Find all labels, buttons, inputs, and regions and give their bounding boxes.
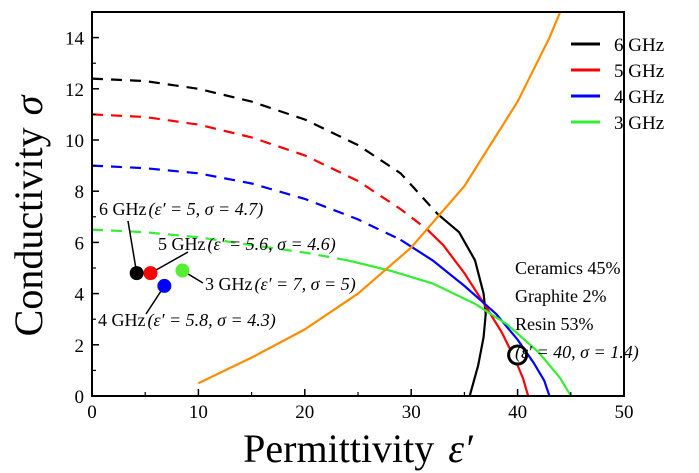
x-tick-label-30: 30 bbox=[402, 402, 421, 423]
legend-label-3-ghz: 3 GHz bbox=[614, 113, 664, 134]
composition-line-1: Ceramics 45% bbox=[515, 258, 620, 278]
point-3-ghz bbox=[175, 263, 190, 278]
composition-line-2: Graphite 2% bbox=[515, 286, 606, 306]
legend-label-4-ghz: 4 GHz bbox=[614, 87, 664, 108]
x-axis-title: Permittivity ε′ bbox=[243, 426, 474, 471]
curves-layer bbox=[91, 11, 572, 397]
y-tick-label-14: 14 bbox=[65, 29, 85, 50]
y-axis-ticks: 0 2 4 6 8 10 12 14 bbox=[65, 29, 99, 408]
point-5-ghz bbox=[143, 266, 158, 281]
series-curve-5-solid bbox=[197, 11, 562, 385]
series-3-ghz-dashed bbox=[91, 228, 348, 262]
x-axis-ticks: 0 10 20 30 40 50 bbox=[87, 389, 634, 423]
annotation-4ghz: 4 GHz (ε′ = 5.8, σ = 4.3) bbox=[98, 310, 276, 331]
y-tick-label-12: 12 bbox=[65, 80, 84, 101]
point-composite bbox=[507, 344, 529, 366]
series-4-ghz-solid bbox=[400, 238, 551, 397]
x-tick-label-20: 20 bbox=[295, 402, 314, 423]
series-5-ghz-solid bbox=[426, 228, 530, 397]
y-tick-label-2: 2 bbox=[75, 336, 85, 357]
series-3-ghz-solid bbox=[347, 259, 572, 397]
y-axis-title: Conductivityσ bbox=[6, 94, 51, 336]
series-5-ghz-dashed bbox=[91, 113, 428, 231]
annotation-3ghz: 3 GHz (ε′ = 7, σ = 5) bbox=[205, 274, 356, 295]
y-tick-label-4: 4 bbox=[75, 285, 85, 306]
points-layer bbox=[129, 263, 529, 366]
series-6-ghz-dashed bbox=[91, 77, 439, 215]
y-tick-label-8: 8 bbox=[75, 182, 85, 203]
legend-label-6-ghz: 6 GHz bbox=[614, 35, 664, 56]
y-tick-label-6: 6 bbox=[75, 233, 85, 254]
leader-6ghz bbox=[127, 220, 138, 274]
annotation-5ghz: 5 GHz (ε′ = 5.6, σ = 4.6) bbox=[158, 234, 336, 255]
y-tick-label-0: 0 bbox=[75, 387, 85, 408]
legend-label-5-ghz: 5 GHz bbox=[614, 61, 664, 82]
x-tick-label-0: 0 bbox=[87, 402, 97, 423]
composition-annotation: Ceramics 45% Graphite 2% Resin 53% (ε′ =… bbox=[515, 258, 639, 363]
x-tick-label-50: 50 bbox=[615, 402, 634, 423]
y-tick-label-10: 10 bbox=[65, 131, 84, 152]
series-4-ghz-dashed bbox=[91, 164, 402, 241]
legend: 6 GHz 5 GHz 4 GHz 3 GHz bbox=[571, 35, 664, 134]
point-6-ghz bbox=[129, 266, 144, 281]
point-4-ghz bbox=[157, 278, 172, 293]
annotation-6ghz: 6 GHz (ε′ = 5, σ = 4.7) bbox=[99, 199, 263, 220]
x-tick-label-10: 10 bbox=[189, 402, 208, 423]
composition-line-4: (ε′ = 40, σ = 1.4) bbox=[515, 342, 639, 363]
x-tick-label-40: 40 bbox=[508, 402, 527, 423]
composition-line-3: Resin 53% bbox=[515, 314, 594, 334]
leader-5ghz bbox=[150, 251, 189, 274]
